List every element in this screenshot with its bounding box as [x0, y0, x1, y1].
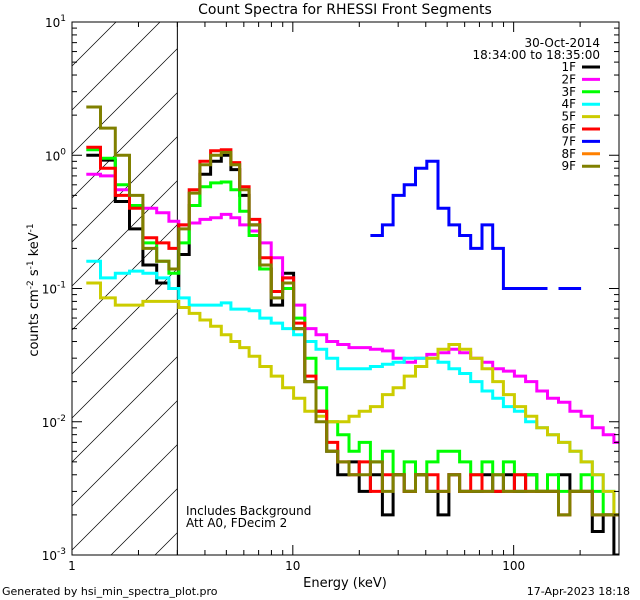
- legend-label-2F: 2F: [561, 72, 576, 86]
- legend-label-1F: 1F: [561, 60, 576, 74]
- y-axis-label: counts cm-2 s-1 keV-1: [26, 223, 42, 356]
- excluded-energy-hatch: [71, 21, 178, 556]
- chart-title: Count Spectra for RHESSI Front Segments: [198, 2, 492, 18]
- legend-label-7F: 7F: [561, 134, 576, 148]
- y-tick-label: 100: [45, 147, 66, 163]
- spectra-traces: [86, 105, 619, 555]
- legend-label-5F: 5F: [561, 110, 576, 124]
- y-tick-label: 10-1: [42, 281, 66, 297]
- hatch-line: [71, 92, 178, 199]
- series-5F: [86, 281, 619, 517]
- hatch-line: [71, 180, 178, 287]
- x-tick-labels: 1 10 100: [68, 559, 525, 573]
- series-2F: [86, 172, 619, 444]
- series-7F: [370, 159, 582, 290]
- hatch-line: [154, 532, 178, 556]
- annotation-attenuator: Att A0, FDecim 2: [186, 516, 287, 530]
- legend-label-3F: 3F: [561, 85, 576, 99]
- y-tick-label: 101: [45, 14, 66, 30]
- footer-date: 17-Apr-2023 18:18: [527, 585, 630, 598]
- annotation-background: Includes Background: [186, 504, 311, 518]
- hatch-line: [71, 21, 161, 111]
- hatch-line: [71, 48, 178, 155]
- x-tick-label: 10: [285, 559, 300, 573]
- y-tick-label: 10-3: [42, 547, 66, 563]
- x-axis-label: Energy (keV): [303, 576, 387, 591]
- legend-time-range: 18:34:00 to 18:35:00: [473, 48, 600, 62]
- series-3F: [86, 148, 619, 517]
- legend-label-9F: 9F: [561, 159, 576, 173]
- hatch-line: [110, 488, 178, 556]
- x-tick-label: 100: [502, 559, 525, 573]
- series-6F: [86, 145, 619, 517]
- hatch-line: [71, 400, 178, 507]
- y-tick-labels: 10-3 10-2 10-1 100 101: [42, 14, 67, 563]
- series-4F: [86, 259, 619, 517]
- y-tick-label: 10-2: [42, 414, 66, 430]
- hatch-line: [71, 268, 178, 375]
- hatch-line: [71, 356, 178, 463]
- footer-generated-by: Generated by hsi_min_spectra_plot.pro: [2, 585, 218, 598]
- series-1F: [86, 153, 619, 555]
- x-tick-label: 1: [68, 559, 76, 573]
- series-9F: [86, 105, 619, 517]
- hatch-line: [71, 312, 178, 419]
- hatch-line: [71, 21, 117, 67]
- legend-label-6F: 6F: [561, 122, 576, 136]
- hatch-line: [71, 444, 178, 551]
- legend-date: 30-Oct-2014: [524, 36, 600, 50]
- axis-ticks: [71, 22, 620, 556]
- legend-label-4F: 4F: [561, 97, 576, 111]
- legend-label-8F: 8F: [561, 147, 576, 161]
